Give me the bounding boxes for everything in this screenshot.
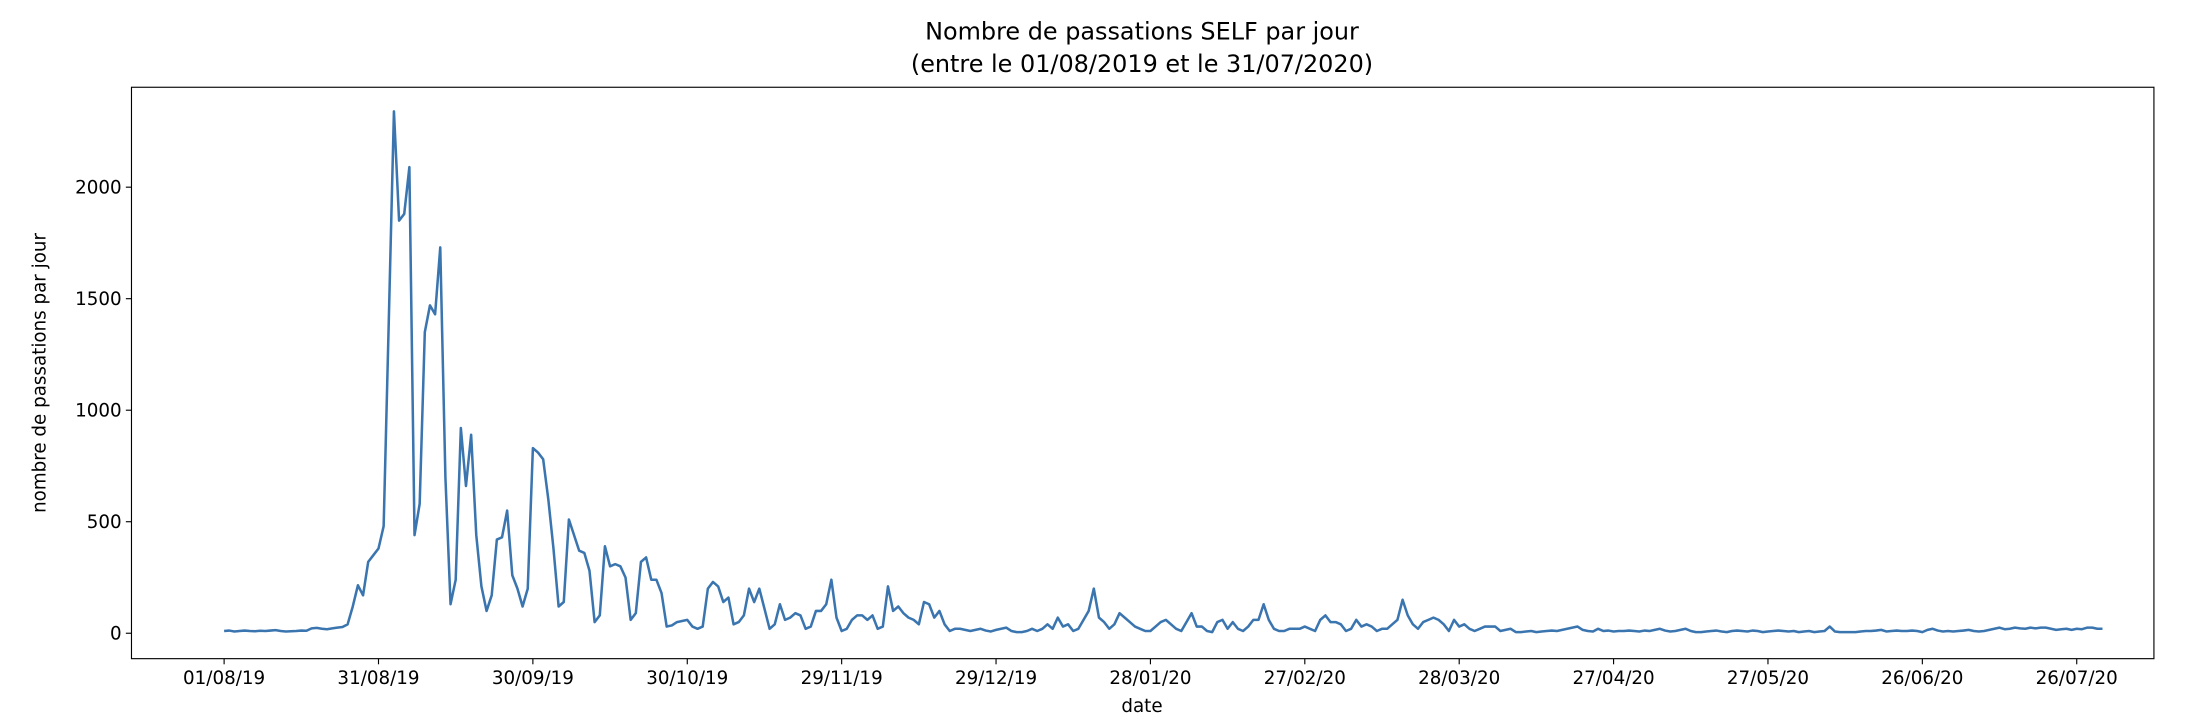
x-tick-label: 27/04/20 <box>1573 668 1655 689</box>
y-axis-label: nombre de passations par jour <box>30 233 51 513</box>
x-tick-label: 01/08/19 <box>183 668 265 689</box>
y-tick-label: 1500 <box>75 289 122 310</box>
x-tick-label: 26/06/20 <box>1881 668 1963 689</box>
x-tick-label: 29/12/19 <box>955 668 1037 689</box>
y-tick-label: 1000 <box>75 401 122 422</box>
x-tick-label: 26/07/20 <box>2036 668 2118 689</box>
x-tick-label: 31/08/19 <box>337 668 419 689</box>
x-tick-label: 28/03/20 <box>1418 668 1500 689</box>
x-tick-label: 30/09/19 <box>492 668 574 689</box>
x-tick-label: 27/05/20 <box>1727 668 1809 689</box>
y-tick-label: 0 <box>110 624 122 645</box>
x-tick-label: 30/10/19 <box>646 668 728 689</box>
y-tick-label: 2000 <box>75 178 122 199</box>
x-tick-label: 29/11/19 <box>801 668 883 689</box>
x-tick-label: 28/01/20 <box>1109 668 1191 689</box>
y-tick-label: 500 <box>87 512 122 533</box>
chart-subtitle: (entre le 01/08/2019 et le 31/07/2020) <box>911 50 1373 78</box>
chart-title: Nombre de passations SELF par jour <box>925 17 1359 45</box>
data-line <box>224 110 2103 634</box>
plot-frame <box>130 86 2155 660</box>
x-tick-label: 27/02/20 <box>1264 668 1346 689</box>
x-axis-label: date <box>1121 696 1162 717</box>
